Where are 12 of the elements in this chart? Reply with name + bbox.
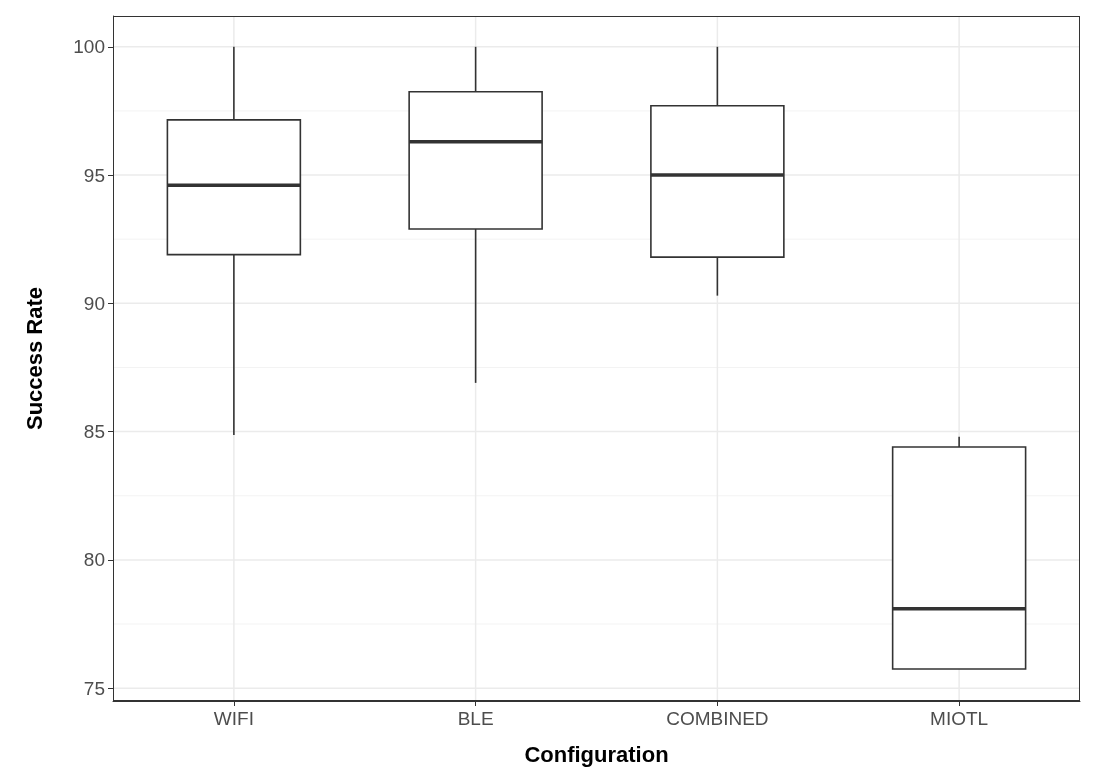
y-tick-label: 100 — [73, 36, 105, 58]
x-tick-label: MIOTL — [930, 708, 989, 729]
y-tick-label: 90 — [83, 292, 105, 314]
y-tick-label: 85 — [83, 421, 105, 443]
y-tick-label: 80 — [83, 549, 105, 571]
x-tick-label: BLE — [457, 708, 494, 729]
y-axis-title: Success Rate — [21, 286, 47, 431]
x-axis-title: Configuration — [524, 741, 669, 767]
x-tick-label: WIFI — [213, 708, 254, 729]
y-tick-label: 75 — [83, 677, 105, 699]
y-tick-label: 95 — [83, 164, 105, 186]
x-tick-label: COMBINED — [666, 708, 769, 729]
